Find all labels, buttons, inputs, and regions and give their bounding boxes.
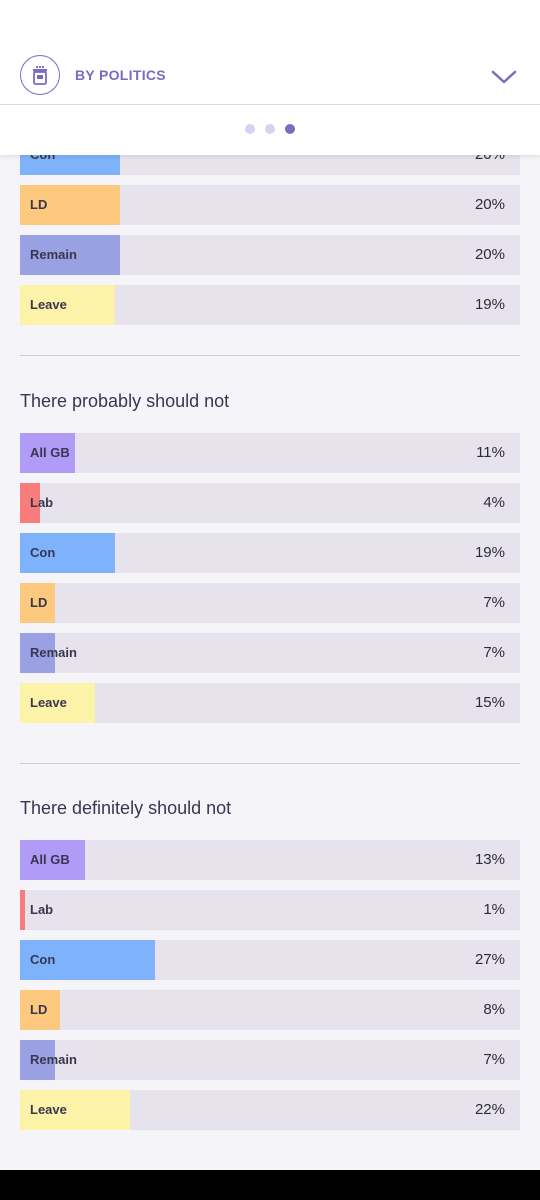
result-group-definitely-not: All GB 13% Lab 1% Con 27% LD 8% Remain 7% Leave 22% (20, 840, 520, 1140)
result-label: Remain (30, 1052, 77, 1067)
page-dot-2[interactable] (265, 124, 275, 134)
result-bar (20, 433, 75, 473)
result-row-all-gb: All GB 13% (20, 840, 520, 880)
divider (20, 355, 520, 356)
group-heading: There definitely should not (20, 798, 232, 818)
result-row-leave: Leave 22% (20, 1090, 520, 1130)
result-row-remain: Remain 20% (20, 235, 520, 275)
result-bar (20, 185, 120, 225)
section-header: BY POLITICS (0, 0, 540, 155)
ballot-box-icon (20, 55, 60, 95)
result-bar (20, 990, 60, 1030)
result-value: 8% (483, 1001, 505, 1018)
result-value: 20% (474, 246, 505, 263)
result-label: Lab (30, 902, 54, 917)
result-label: Con (30, 545, 56, 560)
result-value: 27% (474, 951, 505, 968)
result-row-ld: LD 8% (20, 990, 520, 1030)
result-bar (20, 633, 55, 673)
result-bar (20, 483, 40, 523)
chevron-down-icon[interactable] (490, 68, 518, 91)
result-label: All GB (30, 445, 70, 460)
result-value: 13% (474, 851, 505, 868)
result-row-lab: Lab 1% (20, 890, 520, 930)
result-bar (20, 235, 120, 275)
result-bar (20, 1040, 55, 1080)
result-value: 20% (474, 196, 505, 213)
result-row-lab: Lab 4% (20, 483, 520, 523)
section-title: BY POLITICS (75, 67, 166, 83)
result-value: 4% (483, 494, 505, 511)
result-row-leave: Leave 19% (20, 285, 520, 325)
page-indicator (245, 124, 295, 134)
result-value: 1% (483, 901, 505, 918)
result-value: 7% (483, 1051, 505, 1068)
result-label: Remain (30, 645, 77, 660)
result-value: 19% (474, 296, 505, 313)
result-row-con: Con 19% (20, 533, 520, 573)
result-label: LD (30, 1002, 48, 1017)
result-label: LD (30, 595, 48, 610)
system-navigation-bar (0, 1170, 540, 1200)
page-dot-1[interactable] (245, 124, 255, 134)
result-value: 11% (476, 444, 505, 461)
result-bar (20, 840, 85, 880)
group-heading: There probably should not (20, 391, 230, 411)
result-label: Con (30, 952, 56, 967)
page-dot-3[interactable] (285, 124, 295, 134)
result-bar (20, 583, 55, 623)
result-label: Leave (30, 297, 67, 312)
result-value: 22% (474, 1101, 505, 1118)
result-row-remain: Remain 7% (20, 633, 520, 673)
result-row-con: Con 27% (20, 940, 520, 980)
result-label: All GB (30, 852, 70, 867)
result-row-ld: LD 7% (20, 583, 520, 623)
result-bar (20, 890, 25, 930)
divider (20, 763, 520, 764)
result-label: Leave (30, 695, 67, 710)
result-value: 7% (483, 594, 505, 611)
result-value: 15% (474, 694, 505, 711)
result-label: Lab (30, 495, 54, 510)
result-label: LD (30, 197, 48, 212)
result-row-ld: LD 20% (20, 185, 520, 225)
result-bar (20, 533, 115, 573)
result-value: 7% (483, 644, 505, 661)
result-bar (20, 940, 155, 980)
header-divider (0, 104, 540, 105)
result-row-all-gb: All GB 11% (20, 433, 520, 473)
result-bar (20, 683, 95, 723)
result-label: Remain (30, 247, 77, 262)
result-label: Leave (30, 1102, 67, 1117)
result-row-remain: Remain 7% (20, 1040, 520, 1080)
result-row-leave: Leave 15% (20, 683, 520, 723)
result-group-probably-not: All GB 11% Lab 4% Con 19% LD 7% Remain 7% Leave 15% (20, 433, 520, 733)
result-bar (20, 1090, 130, 1130)
result-bar (20, 285, 115, 325)
result-value: 19% (474, 544, 505, 561)
